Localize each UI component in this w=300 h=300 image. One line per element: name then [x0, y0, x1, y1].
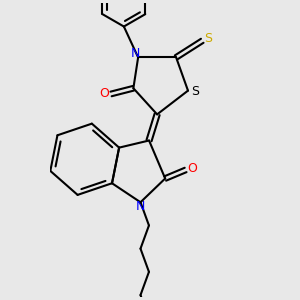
Text: S: S	[191, 85, 199, 98]
Text: N: N	[131, 47, 140, 60]
Text: S: S	[204, 32, 212, 45]
Text: O: O	[100, 86, 109, 100]
Text: O: O	[187, 163, 197, 176]
Text: N: N	[136, 200, 145, 214]
